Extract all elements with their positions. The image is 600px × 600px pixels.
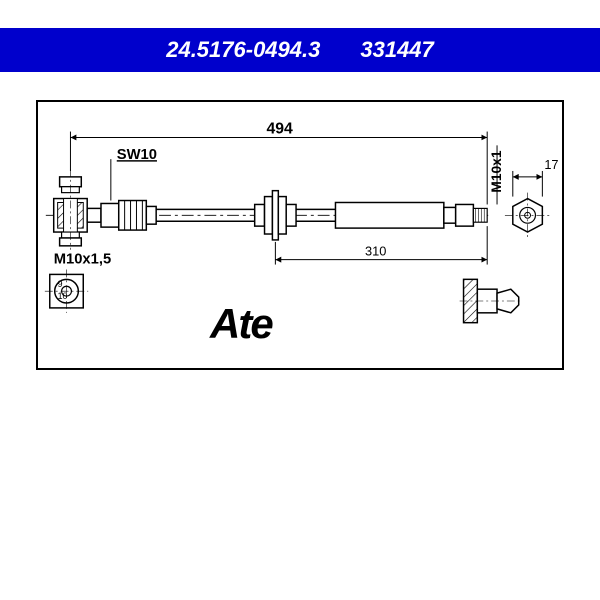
dim-inner: 310: [275, 226, 487, 264]
inner-length-label: 310: [365, 244, 386, 259]
brand-logo: Ate: [210, 300, 272, 348]
technical-drawing: 9 10: [38, 102, 562, 368]
right-end-view: [505, 193, 550, 238]
header-bar: 24.5176-0494.3 331447: [0, 28, 600, 72]
part-number: 24.5176-0494.3: [166, 37, 320, 63]
wrench-size-label: SW10: [117, 147, 157, 163]
width-17-label: 17: [544, 157, 558, 172]
thread-right-label-g: M10x1: [489, 145, 504, 204]
bore-width-label: 9: [58, 279, 63, 289]
bore-dia-label: 10: [58, 291, 68, 301]
overall-length-label: 494: [267, 121, 294, 138]
diagram-frame: 9 10: [36, 100, 564, 370]
right-fitting: [444, 204, 487, 226]
dim-17: 17: [513, 157, 559, 197]
part-code: 331447: [360, 37, 433, 63]
dim-sw10: SW10: [111, 147, 157, 200]
sleeve: [335, 202, 443, 228]
page: 24.5176-0494.3 331447: [0, 0, 600, 600]
left-end-view: 9 10: [45, 269, 88, 312]
thread-right-label: M10x1: [489, 150, 504, 192]
center-grommet: [255, 191, 296, 240]
crimp-left: [101, 201, 156, 231]
mount-detail: [460, 279, 523, 322]
left-fitting: [54, 169, 87, 250]
thread-left-label: M10x1,5: [54, 252, 111, 268]
